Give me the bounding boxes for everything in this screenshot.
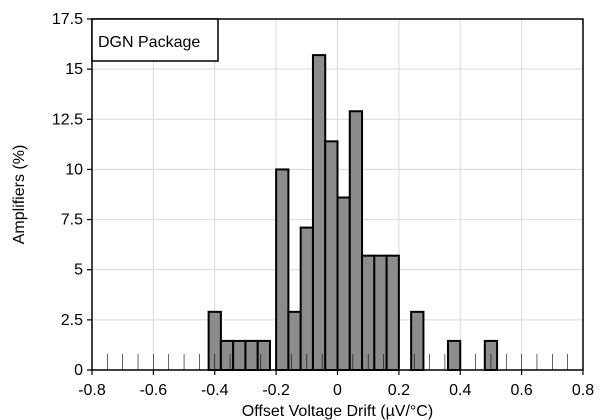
y-tick-label: 7.5 — [61, 212, 83, 229]
x-tick-label: 0 — [333, 382, 342, 399]
x-tick-label: -0.6 — [140, 382, 168, 399]
x-tick-label: -0.4 — [201, 382, 229, 399]
histogram-bar — [244, 339, 259, 372]
x-axis-title: Offset Voltage Drift (µV/°C) — [242, 403, 433, 420]
histogram-bar — [336, 196, 351, 371]
y-tick-label: 5 — [74, 262, 83, 279]
histogram-bar — [324, 140, 339, 371]
x-tick-label: 0.6 — [511, 382, 533, 399]
legend-label: DGN Package — [98, 34, 200, 51]
y-tick-labels: 0 2.5 5 7.5 10 12.5 15 17.5 — [52, 11, 83, 379]
histogram-bar — [232, 339, 247, 372]
y-tick-label: 10 — [65, 161, 83, 178]
x-tick-label: 0.8 — [572, 382, 594, 399]
x-tick-label: -0.2 — [262, 382, 290, 399]
y-tick-label: 2.5 — [61, 312, 83, 329]
histogram-bar — [287, 310, 302, 372]
histogram-bar — [219, 339, 235, 372]
histogram-bar — [275, 168, 290, 371]
y-tick-label: 12.5 — [52, 111, 83, 128]
histogram-bar — [373, 254, 388, 371]
grid — [92, 19, 583, 370]
histogram-bar — [311, 54, 327, 372]
histogram-bar — [348, 110, 364, 372]
histogram-bar — [299, 226, 314, 371]
bars — [207, 54, 499, 372]
x-tick-labels: -0.8 -0.6 -0.4 -0.2 0 0.2 0.4 0.6 0.8 — [78, 382, 594, 399]
histogram-bar — [361, 254, 376, 371]
x-tick-label: -0.8 — [78, 382, 106, 399]
x-tick-label: 0.2 — [388, 382, 410, 399]
histogram-bar — [446, 339, 462, 372]
y-tick-label: 15 — [65, 61, 83, 78]
x-tick-label: 0.4 — [449, 382, 471, 399]
histogram-bar — [410, 310, 425, 372]
histogram-bar — [256, 339, 271, 372]
histogram-bar — [385, 254, 400, 371]
y-axis-title: Amplifiers (%) — [11, 145, 28, 245]
legend: DGN Package — [91, 18, 219, 62]
legend-box — [91, 18, 219, 62]
y-tick-label: 0 — [74, 362, 83, 379]
tick-marks — [87, 18, 584, 375]
y-tick-label: 17.5 — [52, 11, 83, 28]
